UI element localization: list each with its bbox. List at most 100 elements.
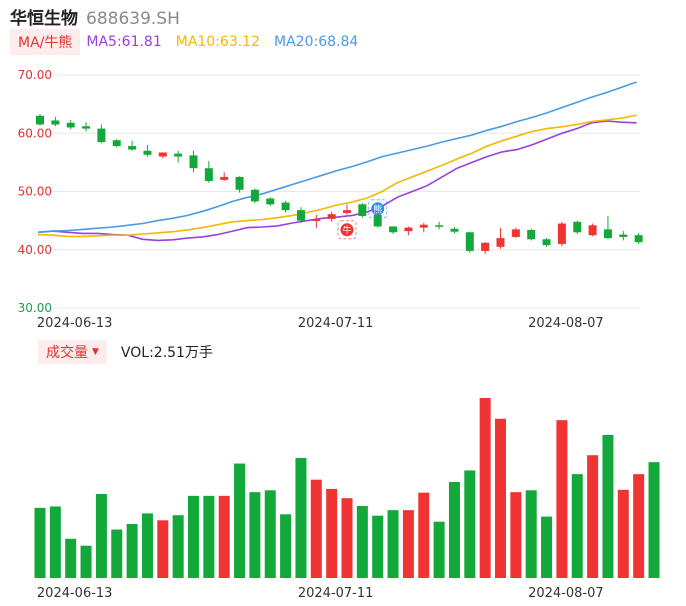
candle-body <box>465 232 474 251</box>
candle-body <box>97 128 106 142</box>
volume-bar <box>448 482 460 578</box>
volume-bar <box>295 458 307 578</box>
candle-body <box>358 204 367 216</box>
volume-bar <box>617 489 629 578</box>
candle-body <box>557 223 566 244</box>
candle-body <box>51 120 60 125</box>
candle-body <box>588 225 597 236</box>
ma-legend: MA/牛熊 MA5:61.81 MA10:63.12 MA20:68.84 <box>10 29 372 55</box>
x-tick-label: 2024-07-11 <box>298 586 374 601</box>
volume-bar <box>387 510 399 578</box>
volume-bar <box>326 488 338 578</box>
volume-bar <box>157 520 169 578</box>
candle-body <box>112 140 121 147</box>
volume-bar <box>633 474 645 578</box>
candle-body <box>450 228 459 232</box>
candle-body <box>281 202 290 211</box>
volume-bar <box>141 513 153 578</box>
volume-bar <box>95 494 107 578</box>
volume-bar <box>172 515 184 578</box>
volume-bar <box>648 462 660 578</box>
candle-body <box>36 115 44 125</box>
candle-body <box>496 238 505 247</box>
volume-bar <box>80 545 92 578</box>
candle-body <box>82 126 91 129</box>
candle-body <box>527 229 536 240</box>
volume-bar <box>264 490 276 578</box>
candle-body <box>189 155 198 169</box>
volume-chart[interactable]: 2024-06-13 2024-07-11 2024-08-07 <box>0 366 686 606</box>
x-tick-label: 2024-06-13 <box>37 586 113 601</box>
candle-body <box>542 239 551 246</box>
volume-bar <box>510 492 522 578</box>
bear-marker-badge <box>371 202 385 216</box>
y-tick-label: 60.00 <box>18 126 52 140</box>
x-tick-label: 2024-07-11 <box>298 316 374 330</box>
volume-legend: 成交量 ▼ VOL:2.51万手 <box>38 340 213 364</box>
volume-bar <box>479 398 491 578</box>
candle-body <box>174 153 183 157</box>
volume-indicator-toggle[interactable]: 成交量 ▼ <box>38 340 107 364</box>
volume-bar <box>126 524 138 578</box>
bear-marker-icon: 熊 <box>368 199 388 219</box>
candle-body <box>634 235 643 243</box>
x-tick-label: 2024-08-07 <box>528 586 604 601</box>
y-tick-label: 30.00 <box>18 301 52 315</box>
candle-body <box>220 176 229 180</box>
candle-body <box>266 198 275 205</box>
candle-body <box>204 168 213 182</box>
bull-marker-badge <box>340 223 354 237</box>
bear-marker-label: 熊 <box>373 203 382 215</box>
candle-body <box>158 152 167 157</box>
ma5-label: MA5:61.81 <box>86 34 162 50</box>
volume-bar <box>602 434 614 578</box>
ma10-label: MA10:63.12 <box>175 34 261 50</box>
volume-bar <box>541 516 553 578</box>
ma20-line <box>37 81 637 234</box>
candle-body <box>250 189 259 202</box>
volume-bar <box>341 498 353 578</box>
ma20-label: MA20:68.84 <box>274 34 359 50</box>
volume-bar <box>433 521 445 578</box>
volume-bar <box>587 455 599 578</box>
volume-bar <box>249 492 261 578</box>
bull-marker-label: 牛 <box>342 224 351 236</box>
ma-indicator-toggle[interactable]: MA/牛熊 <box>10 29 81 55</box>
bull-marker-frame <box>337 220 357 240</box>
stock-header: 华恒生物 688639.SH <box>10 4 180 29</box>
volume-bar <box>372 515 384 578</box>
candle-body <box>343 210 351 214</box>
volume-bar <box>188 495 199 578</box>
volume-bar <box>218 495 230 578</box>
volume-bar <box>495 418 506 578</box>
y-tick-label: 50.00 <box>18 185 52 199</box>
y-tick-label: 70.00 <box>18 68 52 82</box>
candle-body <box>404 227 413 232</box>
volume-bar <box>34 507 46 578</box>
candle-body <box>128 146 137 150</box>
volume-bar <box>65 538 77 578</box>
candle-body <box>435 225 444 227</box>
candle-body <box>143 150 152 155</box>
volume-bar <box>525 490 537 578</box>
bull-marker-icon: 牛 <box>337 220 357 240</box>
volume-toggle-label: 成交量 <box>46 345 88 361</box>
candle-body <box>66 122 75 128</box>
candle-body <box>481 242 490 251</box>
x-tick-label: 2024-08-07 <box>528 316 604 330</box>
volume-bar <box>571 474 583 578</box>
volume-bar <box>111 529 123 578</box>
bear-marker-frame <box>368 199 388 219</box>
volume-bar <box>418 492 430 578</box>
volume-value: VOL:2.51万手 <box>120 345 213 361</box>
ma5-line <box>37 120 637 242</box>
stock-code: 688639.SH <box>86 9 180 29</box>
caret-down-icon: ▼ <box>92 347 99 357</box>
candle-body <box>573 221 582 233</box>
volume-bar <box>49 506 61 578</box>
stock-name: 华恒生物 <box>10 9 78 29</box>
candle-body <box>511 229 520 237</box>
volume-bar <box>556 420 568 578</box>
candle-body <box>235 176 244 190</box>
